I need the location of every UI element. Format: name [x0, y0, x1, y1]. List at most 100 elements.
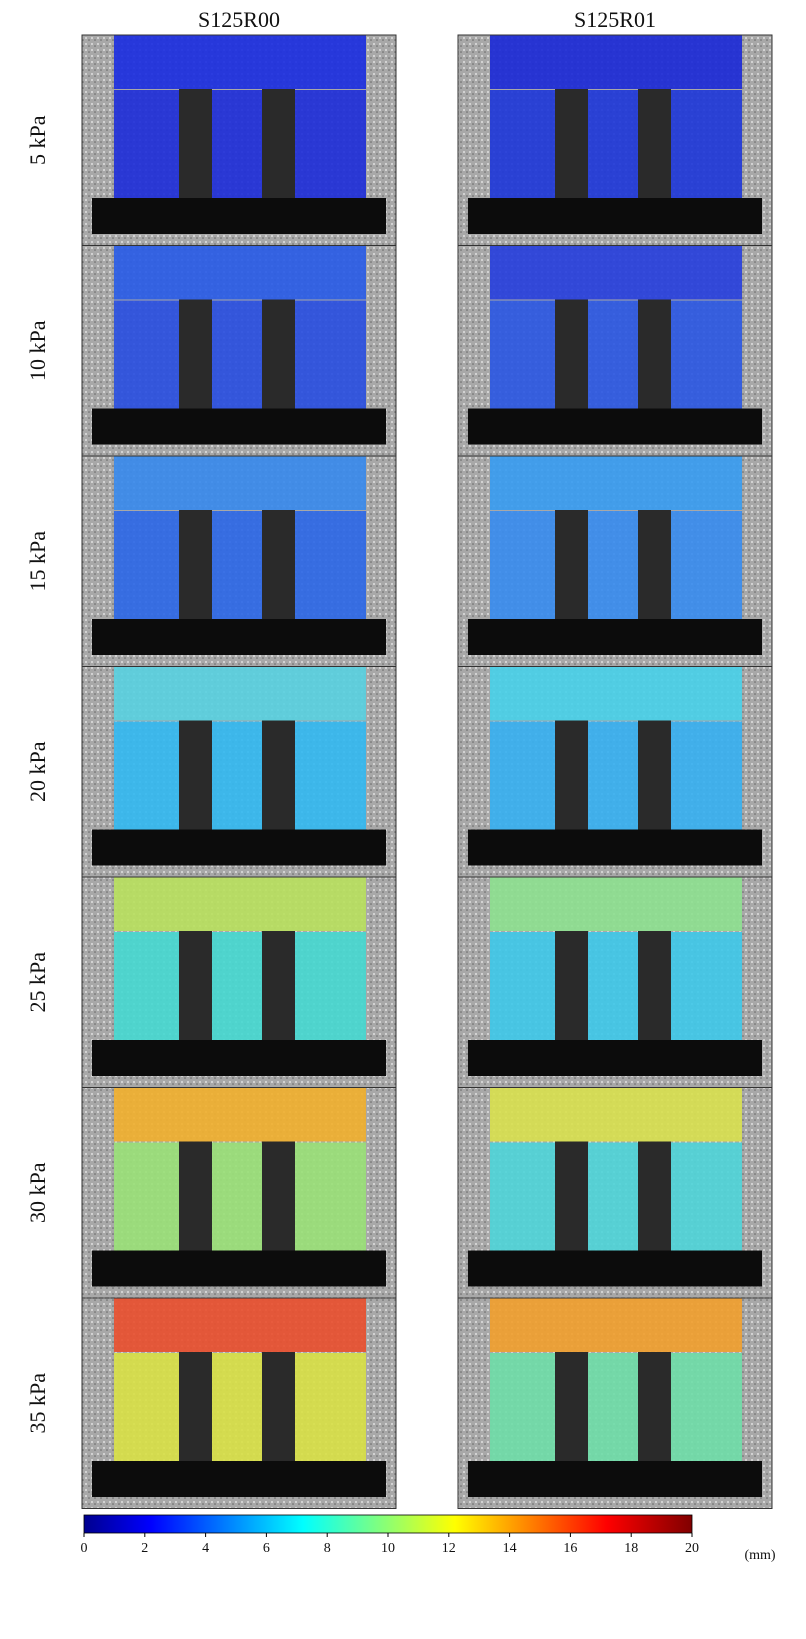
panels — [81, 34, 773, 1509]
field — [490, 721, 742, 832]
top-band — [114, 456, 366, 510]
specimen-image — [81, 666, 397, 878]
field — [114, 721, 366, 832]
row-label: 30 kPa — [25, 1162, 50, 1223]
colorbar-tick-label: 18 — [624, 1541, 638, 1556]
column-title: S125R01 — [574, 7, 656, 32]
top-band — [490, 245, 742, 300]
field — [490, 1142, 742, 1253]
field — [114, 511, 366, 621]
post — [638, 1352, 671, 1464]
top-band — [490, 456, 742, 510]
post — [638, 720, 671, 833]
specimen-image — [457, 1087, 773, 1299]
base — [92, 1040, 386, 1076]
post — [262, 1141, 295, 1254]
colorbar-tick-label: 4 — [202, 1541, 209, 1556]
colorbar-unit: (mm) — [744, 1548, 775, 1563]
top-band — [490, 666, 742, 721]
colorbar — [83, 1514, 693, 1534]
row-label: 5 kPa — [25, 115, 50, 165]
base — [468, 1461, 762, 1497]
colorbar-tick-label: 10 — [381, 1541, 395, 1556]
colorbar-tick-label: 12 — [442, 1541, 456, 1556]
specimen-image — [81, 1297, 397, 1509]
base — [92, 829, 386, 866]
frame — [457, 1297, 773, 1509]
post — [555, 299, 588, 412]
field — [114, 932, 366, 1042]
top-band — [114, 666, 366, 721]
top-band — [114, 1298, 366, 1352]
base — [468, 829, 762, 866]
post — [638, 299, 671, 412]
colorbar-tick-label: 20 — [685, 1541, 699, 1556]
post — [555, 1352, 588, 1464]
field — [490, 90, 742, 200]
specimen-image — [81, 455, 397, 667]
row-label: 35 kPa — [25, 1373, 50, 1434]
base — [92, 198, 386, 234]
post — [262, 931, 295, 1043]
top-band — [114, 245, 366, 300]
specimen-image — [81, 876, 397, 1088]
field — [114, 1353, 366, 1463]
specimen-image — [457, 666, 773, 878]
colorbar-tick-label: 8 — [324, 1541, 331, 1556]
row-label: 10 kPa — [25, 320, 50, 381]
field — [490, 300, 742, 411]
post — [179, 720, 212, 833]
post — [262, 299, 295, 412]
post — [179, 89, 212, 201]
base — [92, 619, 386, 655]
post — [179, 510, 212, 622]
specimen-image — [81, 245, 397, 457]
post — [638, 89, 671, 201]
base — [92, 408, 386, 445]
row-label: 20 kPa — [25, 741, 50, 802]
row-label: 15 kPa — [25, 531, 50, 592]
top-band — [114, 35, 366, 89]
post — [555, 931, 588, 1043]
top-band — [490, 877, 742, 931]
colorbar-tick-label: 6 — [263, 1541, 270, 1556]
post — [262, 89, 295, 201]
field — [114, 1142, 366, 1253]
top-band — [490, 1087, 742, 1142]
colorbar-tick-label: 2 — [141, 1541, 148, 1556]
post — [262, 510, 295, 622]
top-band — [114, 1087, 366, 1142]
top-band — [114, 877, 366, 931]
top-band — [490, 1298, 742, 1352]
base — [468, 619, 762, 655]
specimen-image — [81, 1087, 397, 1299]
colorbar-tick-label: 16 — [563, 1541, 577, 1556]
base — [468, 198, 762, 234]
post — [555, 510, 588, 622]
column-title: S125R00 — [198, 7, 280, 32]
base — [92, 1461, 386, 1497]
top-band — [490, 35, 742, 89]
post — [179, 299, 212, 412]
field — [114, 300, 366, 411]
field — [490, 932, 742, 1042]
specimen-image — [457, 34, 773, 246]
post — [555, 720, 588, 833]
post — [555, 1141, 588, 1254]
post — [262, 1352, 295, 1464]
specimen-image — [457, 876, 773, 1088]
post — [638, 510, 671, 622]
field — [114, 90, 366, 200]
post — [638, 1141, 671, 1254]
specimen-image — [81, 34, 397, 246]
field — [490, 511, 742, 621]
base — [92, 1250, 386, 1287]
row-label: 25 kPa — [25, 952, 50, 1013]
post — [555, 89, 588, 201]
specimen-image — [457, 1297, 773, 1509]
frame — [81, 1297, 397, 1509]
colorbar-tick-label: 0 — [81, 1541, 88, 1556]
base — [468, 1040, 762, 1076]
post — [179, 1352, 212, 1464]
